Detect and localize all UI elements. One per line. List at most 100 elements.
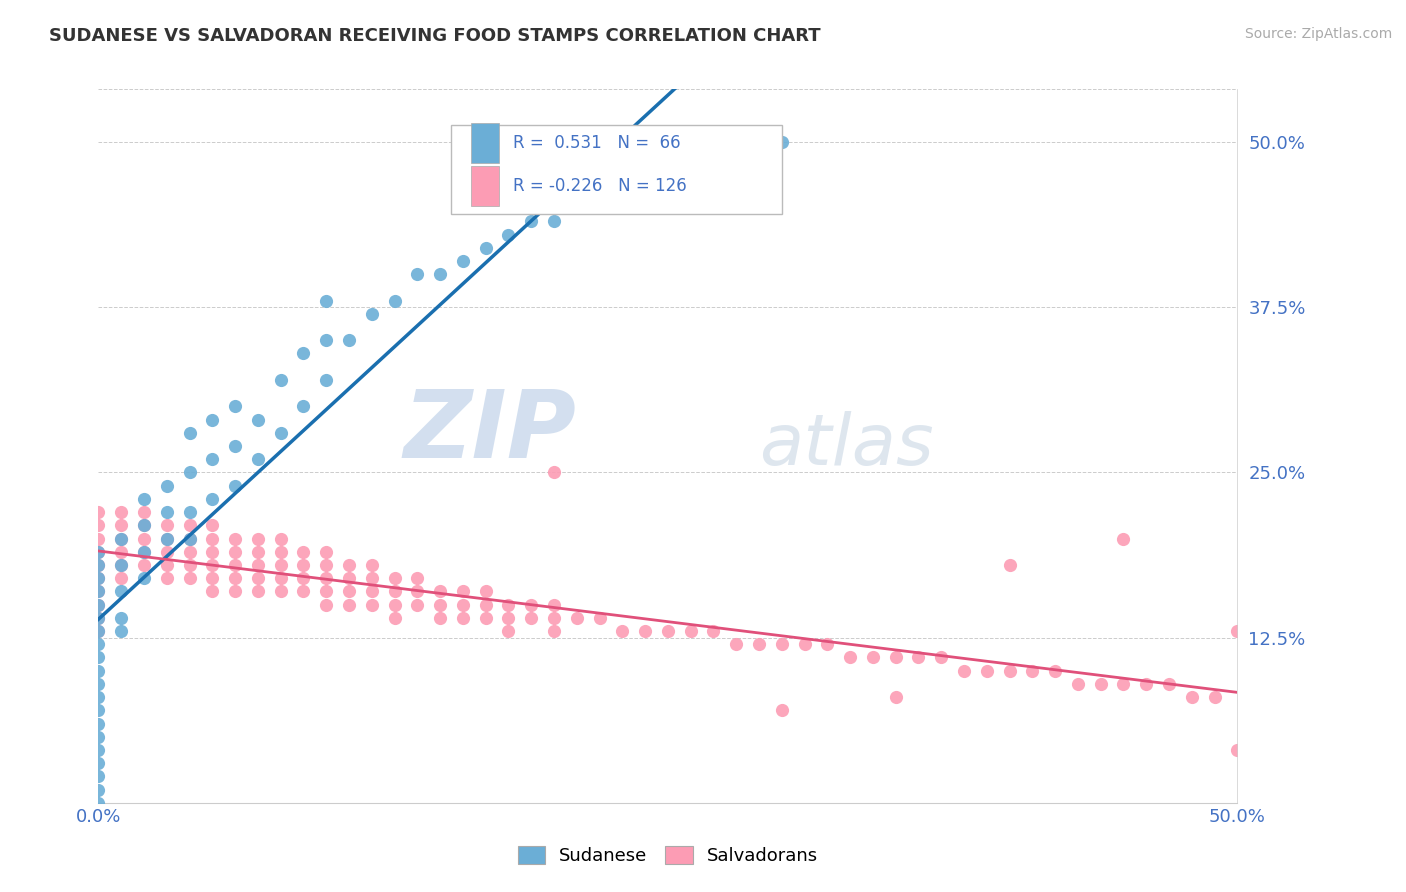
Point: [87, 532, 110, 546]
Point: [87, 743, 110, 757]
Point: [520, 214, 543, 228]
Point: [110, 545, 132, 559]
Point: [87, 611, 110, 625]
Point: [87, 756, 110, 771]
Point: [998, 558, 1021, 572]
Point: [224, 478, 246, 492]
Point: [474, 584, 496, 599]
Point: [87, 558, 110, 572]
Point: [132, 571, 155, 585]
Point: [132, 545, 155, 559]
Text: R =  0.531   N =  66: R = 0.531 N = 66: [513, 134, 681, 152]
Point: [360, 598, 382, 612]
Point: [179, 466, 201, 480]
Legend: Sudanese, Salvadorans: Sudanese, Salvadorans: [510, 838, 825, 872]
Point: [543, 466, 565, 480]
Point: [87, 690, 110, 704]
Point: [156, 532, 179, 546]
Point: [179, 558, 201, 572]
Point: [634, 624, 657, 638]
Point: [474, 611, 496, 625]
Point: [270, 558, 292, 572]
Point: [87, 505, 110, 519]
Point: [110, 584, 132, 599]
Point: [270, 373, 292, 387]
Point: [451, 598, 474, 612]
Point: [839, 650, 862, 665]
Point: [179, 518, 201, 533]
Point: [748, 637, 770, 651]
Point: [224, 571, 246, 585]
Point: [770, 135, 793, 149]
Point: [884, 690, 907, 704]
Point: [201, 584, 224, 599]
Point: [315, 584, 337, 599]
Point: [246, 558, 269, 572]
Point: [292, 571, 315, 585]
Point: [87, 611, 110, 625]
Point: [337, 558, 360, 572]
Point: [1226, 624, 1249, 638]
Point: [201, 518, 224, 533]
Point: [384, 571, 406, 585]
Point: [156, 558, 179, 572]
Point: [132, 518, 155, 533]
Point: [1204, 690, 1226, 704]
Point: [292, 400, 315, 414]
Point: [1067, 677, 1090, 691]
Point: [224, 558, 246, 572]
Point: [498, 624, 520, 638]
Point: [87, 558, 110, 572]
Point: [132, 532, 155, 546]
Point: [429, 267, 451, 281]
Point: [612, 624, 634, 638]
Point: [179, 532, 201, 546]
Point: [498, 227, 520, 242]
Point: [384, 293, 406, 308]
Point: [1090, 677, 1112, 691]
Point: [110, 505, 132, 519]
Point: [451, 254, 474, 268]
Point: [87, 796, 110, 810]
Point: [1226, 743, 1249, 757]
Point: [201, 412, 224, 426]
Point: [246, 412, 269, 426]
Point: [224, 584, 246, 599]
Point: [384, 611, 406, 625]
Point: [1112, 532, 1135, 546]
Point: [588, 611, 610, 625]
Point: [337, 333, 360, 347]
Point: [87, 598, 110, 612]
Point: [87, 545, 110, 559]
Point: [315, 571, 337, 585]
Point: [270, 532, 292, 546]
Point: [315, 293, 337, 308]
Point: [337, 598, 360, 612]
Point: [201, 571, 224, 585]
Point: [270, 425, 292, 440]
Text: atlas: atlas: [759, 411, 934, 481]
Point: [156, 532, 179, 546]
Point: [702, 624, 724, 638]
Point: [87, 637, 110, 651]
Point: [132, 518, 155, 533]
Point: [246, 584, 269, 599]
Point: [1021, 664, 1043, 678]
Point: [132, 491, 155, 506]
Point: [87, 571, 110, 585]
Point: [292, 346, 315, 360]
Point: [224, 545, 246, 559]
Point: [884, 650, 907, 665]
Point: [543, 624, 565, 638]
Point: [929, 650, 952, 665]
Point: [179, 425, 201, 440]
Point: [565, 611, 588, 625]
Point: [702, 161, 724, 176]
Point: [429, 584, 451, 599]
Point: [110, 624, 132, 638]
Point: [87, 703, 110, 717]
Point: [110, 558, 132, 572]
Point: [87, 584, 110, 599]
Point: [87, 650, 110, 665]
Text: R = -0.226   N = 126: R = -0.226 N = 126: [513, 177, 686, 194]
